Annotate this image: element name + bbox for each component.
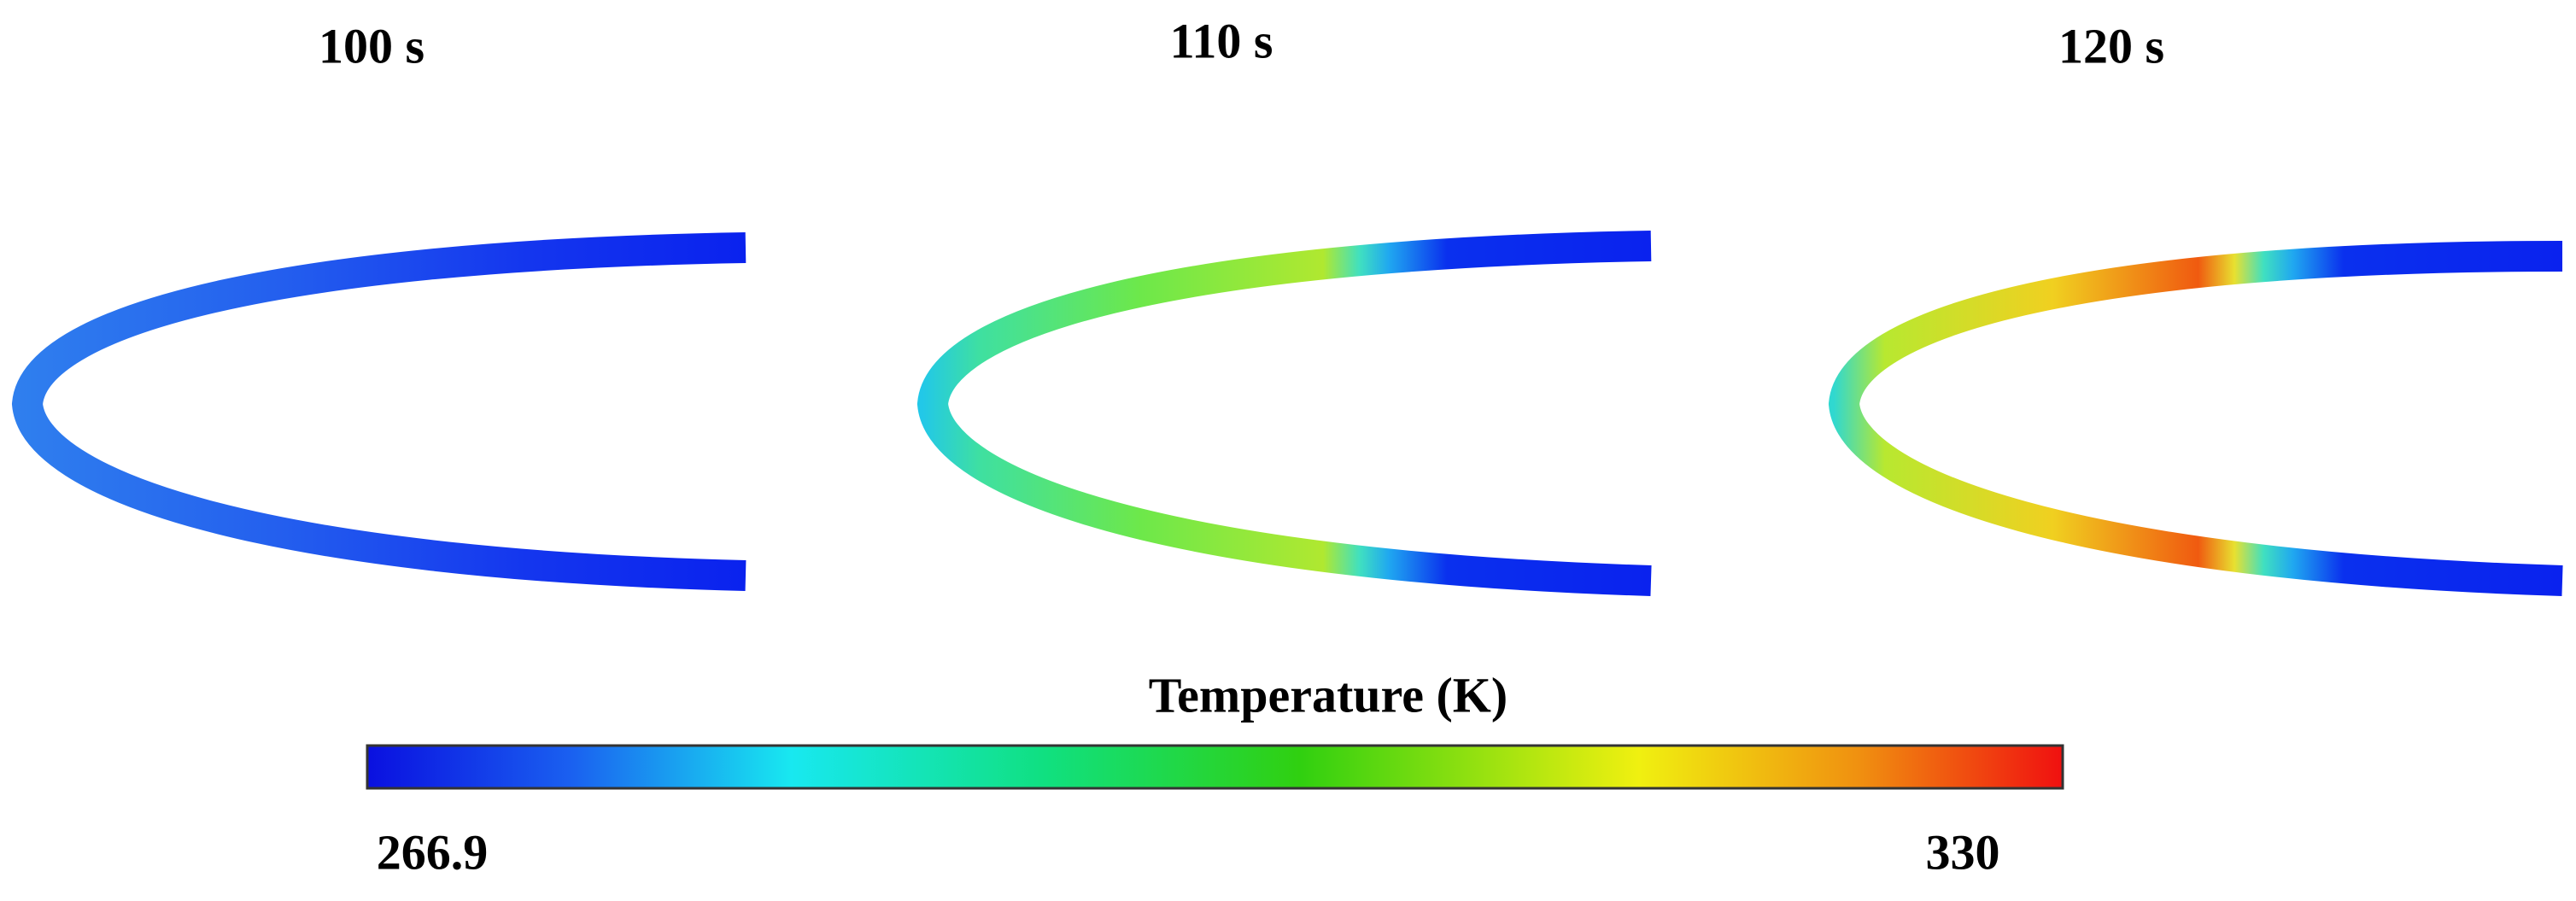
colorbar-title: Temperature (K) — [1149, 667, 1508, 723]
colorbar-max: 330 — [1926, 824, 2000, 880]
panel-120s — [1828, 241, 2563, 596]
temperature-field — [916, 231, 1652, 596]
temperature-field — [11, 232, 746, 591]
panel-label: 110 s — [1170, 13, 1273, 68]
colorbar-min: 266.9 — [377, 824, 489, 880]
panel-label: 100 s — [319, 18, 424, 73]
temperature-field — [1828, 241, 2563, 596]
colorbar — [366, 744, 2064, 790]
panel-110s — [916, 231, 1652, 596]
panel-100s — [11, 232, 746, 591]
panel-label: 120 s — [2058, 18, 2164, 73]
